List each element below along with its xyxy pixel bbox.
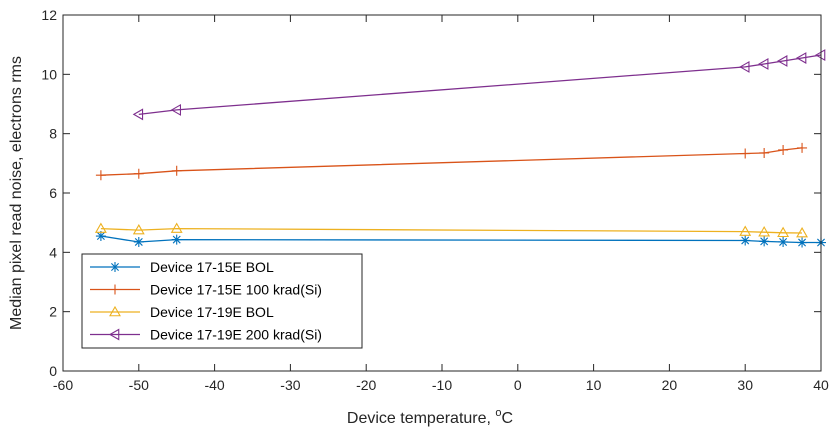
x-tick-label: -10 [432, 377, 452, 393]
series-2-point-6 [778, 144, 789, 155]
series-1-point-4 [740, 235, 751, 246]
series-3-point-5 [758, 226, 771, 237]
legend-entry-1: Device 17-15E BOL [90, 259, 274, 275]
series-2-point-3 [171, 165, 182, 176]
series-4-point-5 [776, 55, 788, 67]
series-4-point-1 [132, 108, 144, 121]
x-tick-label: -40 [204, 377, 224, 393]
legend-label: Device 17-19E 200 krad(Si) [150, 327, 322, 343]
series-2-point-2 [133, 168, 144, 179]
series-4-line [138, 54, 822, 116]
x-tick-label: 20 [662, 377, 678, 393]
series-2-point-7 [797, 142, 808, 153]
series-3-point-3 [170, 222, 183, 233]
series-4-point-4 [758, 58, 769, 70]
legend-marker [109, 305, 121, 317]
series-4-point-2 [170, 103, 181, 116]
x-axis-label: Device temperature, oC [347, 407, 513, 427]
series-1-point-7 [797, 237, 808, 248]
legend-marker [110, 284, 120, 295]
series-1-point-1 [95, 231, 106, 242]
y-tick-label: 8 [49, 126, 57, 142]
y-tick-label: 0 [49, 363, 57, 379]
axes-layer: -60 -50 -40 -30 -20 -10 0 10 20 30 40 0 2 4 6 8 10 12 [41, 7, 829, 393]
y-tick-label: 2 [49, 304, 57, 320]
legend-label: Device 17-19E BOL [150, 304, 274, 320]
x-axis-label-superscript: o [495, 407, 501, 419]
legend-entry-3: Device 17-19E BOL [90, 304, 274, 320]
x-tick-label: 30 [737, 377, 753, 393]
y-tick-label: 12 [41, 7, 57, 23]
y-axis-label: Median pixel read noise, electrons rms [8, 56, 25, 330]
series-3-point-1 [94, 222, 107, 233]
series-4-point-6 [795, 52, 807, 64]
x-tick-label: -20 [356, 377, 376, 393]
series-3-point-6 [777, 226, 790, 238]
series-3-point-4 [739, 225, 752, 236]
y-tick-label: 4 [49, 244, 57, 260]
legend-box [81, 253, 363, 349]
legend-label: Device 17-15E 100 krad(Si) [150, 282, 322, 298]
series-3-point-7 [796, 226, 808, 238]
legend-marker [108, 328, 120, 341]
series-4-point-7 [814, 49, 826, 61]
series-4 [132, 49, 826, 121]
x-tick-label: -60 [53, 377, 73, 393]
series-1-point-2 [133, 236, 144, 247]
series-1-point-3 [171, 234, 182, 245]
series-2 [95, 142, 808, 181]
series-4-point-3 [739, 60, 750, 73]
x-tick-label: -50 [129, 377, 149, 393]
legend: Device 17-15E BOL Device 17-15E 100 krad(… [81, 253, 363, 349]
y-tick-label: 6 [49, 185, 57, 201]
series-3-point-2 [132, 223, 145, 235]
series-layer [94, 49, 826, 248]
y-tick-label: 10 [41, 66, 57, 82]
series-2-point-1 [95, 170, 106, 181]
series-1-point-5 [759, 236, 770, 247]
x-tick-label: 10 [586, 377, 602, 393]
legend-label: Device 17-15E BOL [150, 259, 274, 275]
series-3-line [100, 227, 803, 234]
series-1-point-6 [778, 236, 789, 247]
x-axis-label-unit: C [502, 410, 514, 427]
series-2-point-4 [740, 148, 751, 159]
legend-entry-2: Device 17-15E 100 krad(Si) [90, 282, 322, 298]
legend-entry-4: Device 17-19E 200 krad(Si) [90, 327, 322, 343]
x-tick-label: -30 [280, 377, 300, 393]
x-tick-label: 0 [514, 377, 522, 393]
series-3 [94, 222, 808, 238]
series-2-point-5 [759, 147, 770, 158]
x-tick-label: 40 [813, 377, 829, 393]
legend-marker [110, 262, 120, 272]
